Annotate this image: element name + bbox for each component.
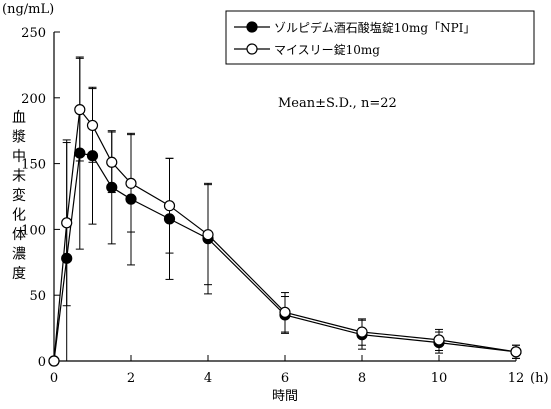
data-point-series-2 xyxy=(279,306,291,318)
ticks: 0 50 100 150 200 250 0 2 4 6 8 10 12 xyxy=(21,26,524,386)
y-tick-label: 250 xyxy=(21,26,46,41)
axes: (ng/mL) (h) 時間 血漿中未変化体濃度 xyxy=(2,2,549,404)
y-tick-label: 50 xyxy=(29,289,46,304)
legend-label-2: マイスリー錠10mg xyxy=(274,42,380,57)
data-point-series-1 xyxy=(125,193,137,205)
data-point-series-2 xyxy=(163,200,176,212)
y-tick-label: 100 xyxy=(21,223,46,238)
x-tick-label: 4 xyxy=(204,371,212,386)
data-point-series-2 xyxy=(433,334,445,346)
data-point-series-2 xyxy=(125,177,137,189)
series xyxy=(48,104,522,367)
x-axis-unit: (h) xyxy=(530,371,549,386)
y-tick-label: 200 xyxy=(21,92,46,107)
y-tick-label: 0 xyxy=(38,355,46,370)
data-point-series-2 xyxy=(202,229,214,241)
stat-annotation: Mean±S.D., n=22 xyxy=(278,96,397,111)
legend-box xyxy=(225,10,535,65)
data-point-series-1 xyxy=(74,147,86,159)
data-point-series-2 xyxy=(61,217,73,229)
data-point-series-1 xyxy=(61,252,73,264)
y-axis-label: 血漿中未変化体濃度 xyxy=(12,110,26,282)
y-axis-unit: (ng/mL) xyxy=(2,2,54,17)
data-point-series-1 xyxy=(86,150,99,162)
x-tick-label: 0 xyxy=(50,371,58,386)
data-point-series-2 xyxy=(510,346,522,358)
legend-marker-1 xyxy=(246,21,258,33)
legend: ゾルピデム酒石酸塩錠10mg「NPI」マイスリー錠10mg xyxy=(225,10,535,65)
legend-label-1: ゾルピデム酒石酸塩錠10mg「NPI」 xyxy=(274,20,475,35)
legend-marker-2 xyxy=(246,43,258,55)
x-axis-label: 時間 xyxy=(272,389,298,404)
data-point-series-1 xyxy=(163,213,176,225)
x-tick-label: 6 xyxy=(281,371,289,386)
series-line-1 xyxy=(53,152,517,362)
x-tick-label: 8 xyxy=(358,371,366,386)
data-point-series-1 xyxy=(106,181,118,193)
y-tick-label: 150 xyxy=(21,158,46,173)
data-point-series-2 xyxy=(106,156,118,168)
data-point-series-2 xyxy=(74,104,86,116)
data-point-series-2 xyxy=(356,326,368,338)
data-point-series-2 xyxy=(48,355,60,367)
x-tick-label: 10 xyxy=(431,371,448,386)
x-tick-label: 12 xyxy=(508,371,525,386)
series-line-2 xyxy=(53,108,517,362)
x-tick-label: 2 xyxy=(127,371,135,386)
data-point-series-2 xyxy=(86,119,99,132)
